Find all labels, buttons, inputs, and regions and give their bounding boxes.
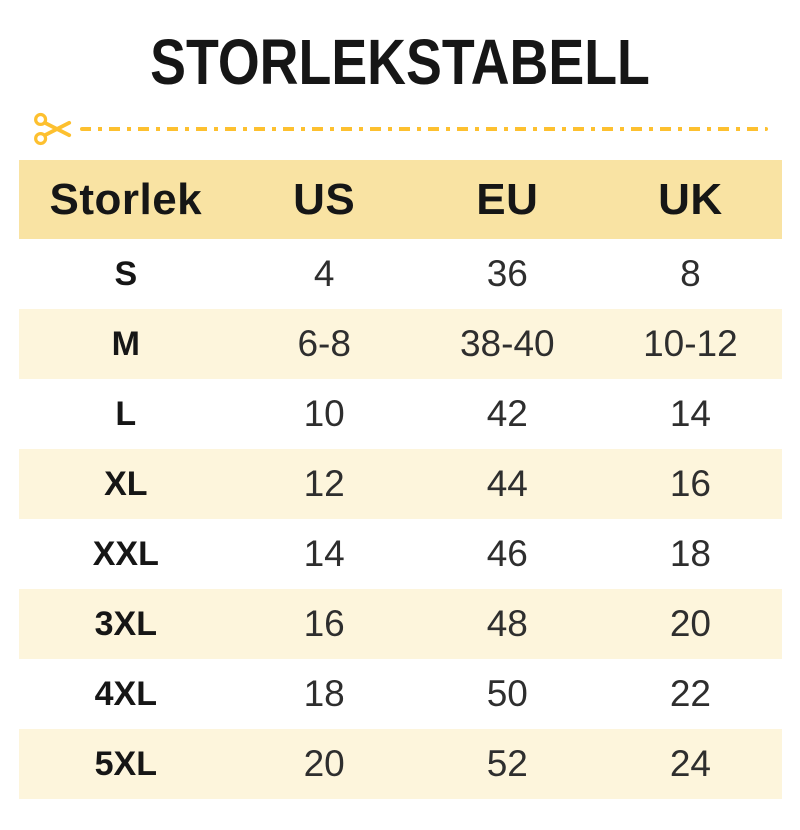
us-cell: 10	[303, 393, 345, 434]
size-cell: 4XL	[94, 674, 157, 713]
table-row: XL 12 44 16	[19, 449, 782, 519]
cut-line	[33, 107, 768, 151]
header-uk: UK	[658, 174, 723, 224]
us-cell: 12	[303, 463, 345, 504]
us-cell: 18	[303, 673, 345, 714]
table-row: S 4 36 8	[19, 239, 782, 309]
table-row: M 6-8 38-40 10-12	[19, 309, 782, 379]
us-cell: 20	[303, 743, 345, 784]
size-cell: XL	[104, 464, 148, 503]
table-row: L 10 42 14	[19, 379, 782, 449]
uk-cell: 14	[669, 393, 711, 434]
size-table: Storlek US EU UK S 4 36 8 M 6-8 38-40 10-12 L 10 4…	[19, 160, 782, 799]
us-cell: 16	[303, 603, 345, 644]
size-cell: XXL	[92, 534, 159, 573]
uk-cell: 20	[669, 603, 711, 644]
us-cell: 14	[303, 533, 345, 574]
header-us: US	[293, 174, 356, 224]
eu-cell: 42	[486, 393, 528, 434]
header-size: Storlek	[49, 174, 203, 224]
size-cell: 3XL	[94, 604, 157, 643]
size-cell: L	[115, 394, 137, 433]
header-eu: EU	[476, 174, 539, 224]
size-cell: S	[114, 254, 138, 293]
scissors-icon	[34, 112, 72, 146]
uk-cell: 24	[669, 743, 711, 784]
eu-cell: 52	[486, 743, 528, 784]
eu-cell: 50	[486, 673, 528, 714]
size-cell: M	[111, 324, 140, 363]
eu-cell: 48	[486, 603, 528, 644]
eu-cell: 38-40	[459, 323, 555, 364]
us-cell: 6-8	[297, 323, 351, 364]
table-row: 5XL 20 52 24	[19, 729, 782, 799]
us-cell: 4	[313, 253, 335, 294]
uk-cell: 10-12	[643, 323, 738, 364]
uk-cell: 22	[669, 673, 711, 714]
uk-cell: 18	[669, 533, 711, 574]
size-cell: 5XL	[94, 744, 157, 783]
uk-cell: 8	[680, 253, 701, 294]
page-title: STORLEKSTABELL	[150, 26, 650, 98]
eu-cell: 44	[486, 463, 528, 504]
table-header-row: Storlek US EU UK	[19, 160, 782, 239]
uk-cell: 16	[669, 463, 711, 504]
dashed-cut-line	[80, 127, 768, 131]
table-row: XXL 14 46 18	[19, 519, 782, 589]
table-row: 3XL 16 48 20	[19, 589, 782, 659]
eu-cell: 36	[486, 253, 528, 294]
size-table-body: S 4 36 8 M 6-8 38-40 10-12 L 10 42 14 XL 12 44 16 XXL 14 4…	[19, 239, 782, 799]
eu-cell: 46	[486, 533, 528, 574]
table-row: 4XL 18 50 22	[19, 659, 782, 729]
